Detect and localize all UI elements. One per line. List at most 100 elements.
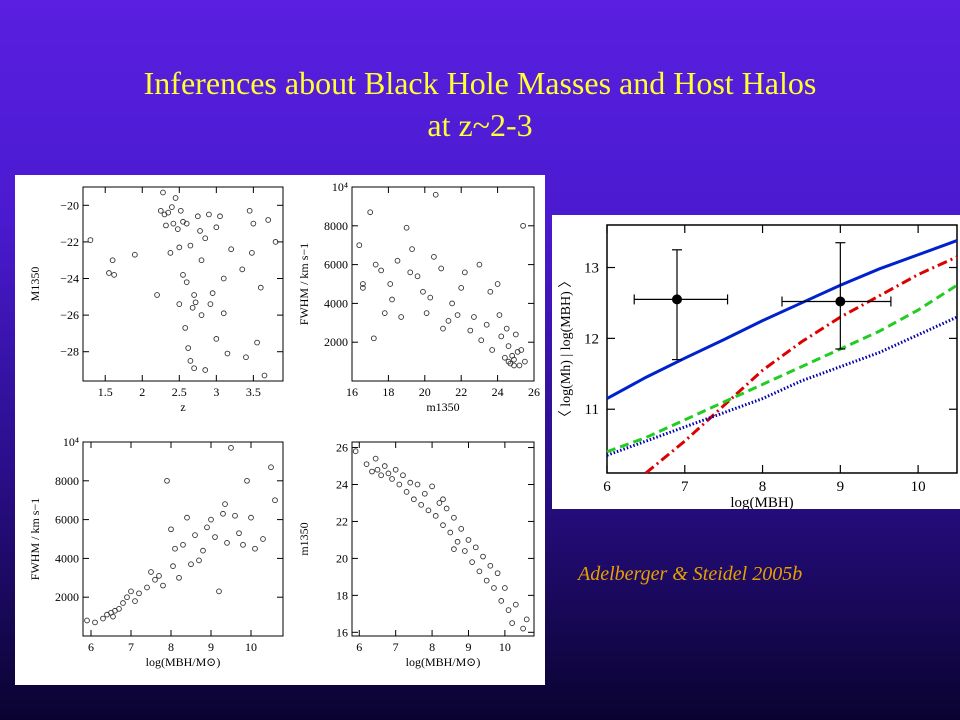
- panel-frame: [82, 186, 284, 382]
- x-tick-label: 16: [346, 385, 358, 399]
- x-tick-label: 8: [759, 479, 767, 495]
- data-point: [425, 507, 432, 514]
- x-tick-label: 3: [213, 385, 219, 399]
- data-point: [372, 455, 379, 462]
- data-point: [164, 477, 170, 484]
- data-point: [184, 514, 190, 521]
- data-point: [244, 477, 250, 484]
- data-point: [168, 526, 174, 533]
- data-point: [503, 325, 510, 332]
- y-tick-label: 16: [336, 625, 348, 639]
- x-axis-label: log(MBH): [730, 495, 793, 509]
- x-tick-label: 8: [168, 640, 174, 654]
- data-point: [372, 261, 379, 268]
- measurement-point: [672, 294, 682, 305]
- data-point: [232, 512, 238, 519]
- data-point: [183, 220, 190, 227]
- data-point: [124, 594, 130, 601]
- y-axis-label: 〈 log(Mh) | log(MBH) 〉: [558, 274, 574, 425]
- data-point: [352, 448, 359, 455]
- data-point: [192, 532, 198, 538]
- data-point: [87, 237, 94, 243]
- data-point: [239, 266, 246, 273]
- y-tick-label: −22: [60, 235, 79, 249]
- data-point: [187, 358, 194, 364]
- data-point: [498, 333, 505, 340]
- data-point: [458, 285, 465, 291]
- data-point: [170, 563, 176, 570]
- data-point: [447, 529, 454, 536]
- data-point: [512, 331, 519, 338]
- y-tick-label: 10⁴: [332, 180, 348, 194]
- data-point: [421, 490, 428, 497]
- data-point: [505, 607, 512, 613]
- data-point: [478, 337, 485, 344]
- data-point: [220, 310, 227, 317]
- data-point: [520, 222, 526, 229]
- x-tick-label: 10: [245, 640, 257, 654]
- x-tick-label: 7: [681, 479, 689, 495]
- data-point: [224, 350, 231, 357]
- data-point: [502, 585, 508, 591]
- data-point: [84, 617, 90, 624]
- y-tick-label: 8000: [55, 474, 79, 488]
- data-point: [188, 561, 194, 568]
- data-point: [440, 522, 446, 528]
- plot-frame: [606, 224, 958, 474]
- data-point: [176, 574, 182, 581]
- data-point: [224, 540, 230, 546]
- scatter-panels-svg: 1.5 2 2.5 3 3.5 −20 −22 −24 −26 −28 z M1350 16 18 20 22…: [28, 180, 540, 669]
- y-axis-label: M1350: [28, 267, 42, 302]
- x-tick-label: 3.5: [246, 385, 261, 399]
- series-line-dotted: [606, 315, 958, 457]
- data-point: [394, 257, 401, 264]
- data-point: [487, 288, 494, 295]
- x-tick-label: 7: [128, 640, 134, 654]
- data-point: [100, 615, 106, 622]
- data-point: [182, 325, 189, 331]
- data-point: [472, 544, 479, 551]
- data-point: [260, 536, 266, 542]
- data-point: [480, 553, 486, 560]
- title-line-2: at z~2-3: [427, 107, 533, 143]
- data-point: [209, 290, 216, 297]
- data-point: [420, 288, 426, 295]
- data-point: [400, 472, 406, 479]
- data-point: [157, 207, 164, 214]
- data-point: [476, 568, 483, 575]
- data-point: [418, 501, 425, 508]
- data-point: [385, 470, 392, 477]
- data-point: [454, 312, 461, 318]
- data-point: [92, 619, 98, 626]
- x-tick-label: 22: [455, 385, 467, 399]
- data-point: [367, 209, 374, 216]
- data-point: [212, 534, 218, 540]
- data-point: [445, 318, 452, 324]
- data-point: [451, 514, 457, 521]
- data-point: [185, 345, 192, 351]
- y-tick-label: 2000: [324, 335, 348, 349]
- data-point: [176, 301, 183, 307]
- data-point: [522, 358, 528, 365]
- panel-frame: [351, 441, 535, 637]
- data-point: [154, 292, 160, 298]
- data-point: [197, 228, 203, 234]
- data-point: [465, 537, 472, 543]
- y-tick-label: 13: [584, 261, 599, 277]
- data-point: [220, 510, 226, 517]
- data-point: [378, 472, 384, 479]
- data-point: [148, 569, 154, 575]
- data-point: [370, 335, 377, 342]
- data-point: [136, 590, 142, 597]
- x-tick-label: 6: [356, 640, 362, 654]
- y-axis-label: FWHM / km s−1: [297, 243, 311, 325]
- scatter-panel-top-left: 1.5 2 2.5 3 3.5 −20 −22 −24 −26 −28 z M1350: [28, 186, 284, 414]
- data-point: [427, 294, 434, 301]
- data-point: [248, 514, 254, 521]
- series-line-solid: [606, 239, 958, 400]
- data-point: [250, 220, 257, 227]
- data-point: [200, 547, 206, 554]
- halo-mass-plot: 6 7 8 9 10 11 12 13 log(MBH) 〈 log(Mh) | log(MBH)…: [558, 224, 958, 511]
- y-tick-label: 20: [336, 551, 348, 565]
- data-point: [180, 271, 186, 278]
